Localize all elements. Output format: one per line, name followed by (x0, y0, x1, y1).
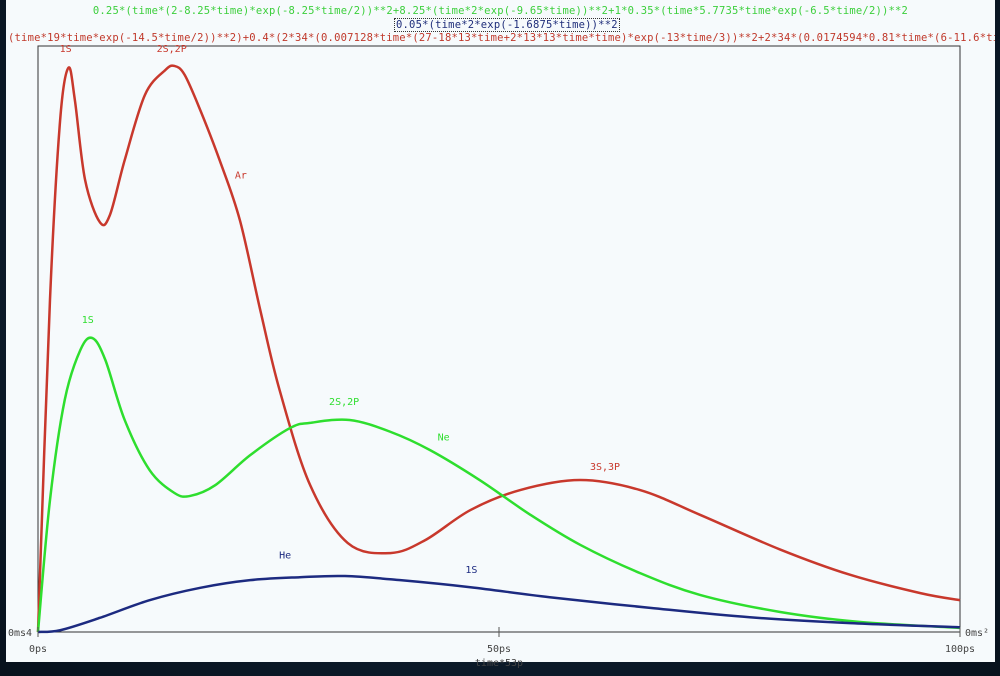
series-line-he (37, 574, 961, 634)
x-tick-label: 0ps (29, 644, 47, 655)
annotation-label: 2S,2P (329, 397, 359, 408)
x-tick-label: 100ps (945, 644, 975, 655)
plot-window: 0.25*(time*(2-8.25*time)*exp(-8.25*time/… (6, 0, 995, 662)
annotation-label: Ne (438, 433, 450, 444)
x-tick-label: 50ps (487, 644, 511, 655)
formula-navy[interactable]: 0.05*(time*2*exp(-1.6875*time))**2 (394, 18, 620, 32)
series-line-ne (36, 336, 961, 633)
formula-red: (time*19*time*exp(-14.5*time/2))**2)+0.4… (8, 32, 995, 44)
annotation-label: Ar (235, 170, 247, 181)
annotation-label: 3S,3P (590, 462, 620, 473)
formula-green: 0.25*(time*(2-8.25*time)*exp(-8.25*time/… (92, 5, 909, 17)
annotation-label: He (279, 550, 291, 561)
y-right-label: 0ms² (965, 628, 989, 639)
x-axis-label: time*53p (475, 658, 523, 669)
annotation-label: 1S (60, 44, 72, 55)
annotation-label: 2S,2P (157, 44, 187, 55)
annotation-label: 1S (465, 565, 477, 576)
annotation-label: 1S (82, 315, 94, 326)
plot-frame (37, 45, 961, 633)
y-left-label: 0ms4 (8, 628, 32, 639)
series-line-ar (36, 64, 961, 633)
